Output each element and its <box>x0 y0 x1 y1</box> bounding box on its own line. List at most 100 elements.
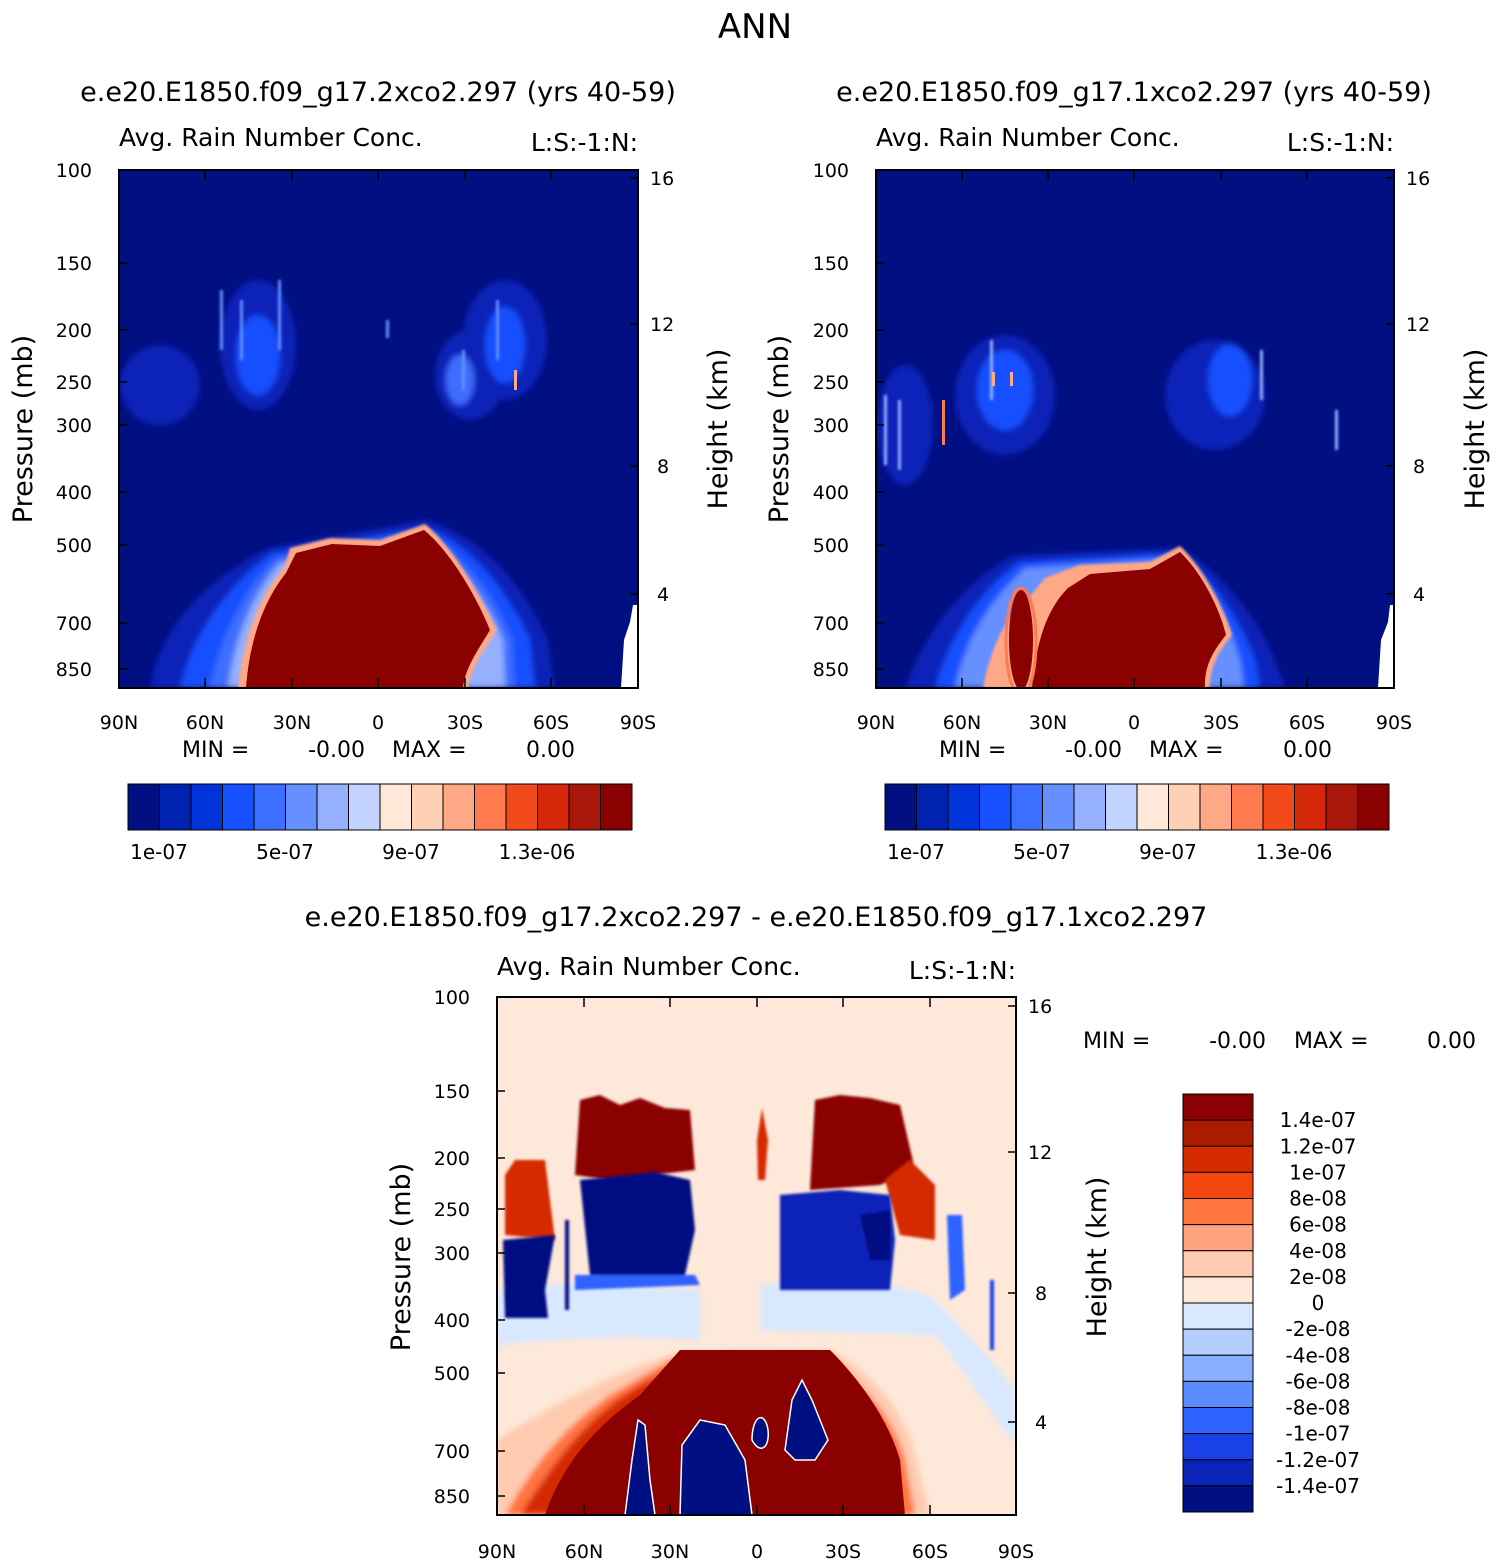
panel-control-max-label: MAX = <box>1149 738 1224 763</box>
panel-case-ylabel-right: Height (km) <box>703 349 734 510</box>
colorbar-box <box>159 783 192 831</box>
y-tick-label: 100 <box>434 987 470 1009</box>
colorbar-label: 9e-07 <box>382 840 440 864</box>
y-tick-label: 700 <box>434 1441 470 1463</box>
y-tick-label: 250 <box>434 1199 470 1221</box>
x-tick-label: 0 <box>372 712 384 734</box>
panel-case-ylabel: Pressure (mb) <box>8 335 39 523</box>
colorbar-label: 6e-08 <box>1289 1213 1347 1237</box>
panel-diff-max-label: MAX = <box>1294 1029 1369 1054</box>
x-tick-label: 90N <box>478 1541 516 1563</box>
colorbar-box <box>411 783 444 831</box>
colorbar-label: 5e-07 <box>1013 840 1071 864</box>
colorbar-label: 9e-07 <box>1139 840 1197 864</box>
colorbar-box <box>474 783 507 831</box>
panel-control-min-value: -0.00 <box>1065 738 1122 763</box>
y-tick-label: 200 <box>434 1148 470 1170</box>
colorbar-box <box>1010 783 1043 831</box>
y-right-tick-label: 4 <box>1035 1412 1047 1434</box>
y-tick-label: 500 <box>56 535 92 557</box>
colorbar-box <box>127 783 160 831</box>
colorbar-label: 1.2e-07 <box>1280 1134 1357 1158</box>
y-tick-label: 400 <box>813 482 849 504</box>
colorbar-label: 2e-08 <box>1289 1265 1347 1289</box>
x-tick-label: 90N <box>100 712 138 734</box>
y-right-tick-label: 8 <box>657 456 669 478</box>
y-right-tick-label: 4 <box>657 584 669 606</box>
x-tick-label: 90N <box>857 712 895 734</box>
colorbar-label: -1.2e-07 <box>1276 1448 1360 1472</box>
colorbar-box <box>1182 1276 1254 1304</box>
panel-case: e.e20.E1850.f09_g17.2xco2.297 (yrs 40-59… <box>8 77 734 864</box>
colorbar-box <box>1262 783 1295 831</box>
panel-diff-min-label: MIN = <box>1083 1029 1150 1054</box>
panel-control-field <box>876 170 1394 688</box>
panel-diff-subtitle: e.e20.E1850.f09_g17.2xco2.297 - e.e20.E1… <box>305 902 1208 933</box>
panel-control-colorbar-labels: 1e-07 5e-07 9e-07 1.3e-06 <box>887 840 1332 864</box>
colorbar-box <box>1325 783 1358 831</box>
panel-control-colorbar <box>884 783 1390 831</box>
colorbar-label: -2e-08 <box>1286 1317 1351 1341</box>
colorbar-box <box>979 783 1012 831</box>
y-right-tick-label: 12 <box>1028 1142 1052 1164</box>
colorbar-box <box>1042 783 1075 831</box>
panel-diff-max-value: 0.00 <box>1427 1029 1476 1054</box>
y-tick-label: 700 <box>813 613 849 635</box>
y-right-tick-label: 8 <box>1035 1283 1047 1305</box>
panel-diff: e.e20.E1850.f09_g17.2xco2.297 - e.e20.E1… <box>305 902 1476 1563</box>
x-tick-label: 60S <box>1289 712 1325 734</box>
colorbar-label: 1.3e-06 <box>499 840 576 864</box>
panel-control-ylabel-right: Height (km) <box>1460 349 1491 510</box>
panel-case-units: L:S:-1:N: <box>531 128 638 157</box>
colorbar-box <box>1136 783 1169 831</box>
colorbar-label: -4e-08 <box>1286 1343 1351 1367</box>
panel-case-min-label: MIN = <box>182 738 249 763</box>
colorbar-label: 1.3e-06 <box>1256 840 1333 864</box>
colorbar-box <box>316 783 349 831</box>
y-tick-label: 100 <box>813 160 849 182</box>
x-tick-label: 0 <box>1128 712 1140 734</box>
colorbar-box <box>1182 1302 1254 1330</box>
y-right-tick-label: 16 <box>1028 996 1052 1018</box>
y-right-tick-label: 16 <box>1406 168 1430 190</box>
y-tick-label: 300 <box>813 415 849 437</box>
colorbar-box <box>947 783 980 831</box>
panel-diff-units: L:S:-1:N: <box>909 956 1016 985</box>
colorbar-label: -6e-08 <box>1286 1369 1351 1393</box>
panel-control-frame <box>875 169 1395 689</box>
x-tick-label: 30N <box>273 712 311 734</box>
colorbar-label: 8e-08 <box>1289 1187 1347 1211</box>
colorbar-box <box>1182 1433 1254 1461</box>
panel-case-ticks <box>118 169 639 688</box>
x-tick-label: 30S <box>1203 712 1239 734</box>
colorbar-box <box>190 783 223 831</box>
y-tick-label: 250 <box>56 372 92 394</box>
panel-control-y-right-labels: 16 12 8 4 <box>1406 168 1430 606</box>
colorbar-box <box>1231 783 1264 831</box>
colorbar-box <box>1182 1485 1254 1513</box>
panel-case-subtitle: e.e20.E1850.f09_g17.2xco2.297 (yrs 40-59… <box>80 77 676 108</box>
y-tick-label: 150 <box>434 1081 470 1103</box>
colorbar-label: -1e-07 <box>1286 1422 1351 1446</box>
panel-control-max-value: 0.00 <box>1283 738 1332 763</box>
colorbar-box <box>1182 1224 1254 1252</box>
panel-case-max-label: MAX = <box>392 738 467 763</box>
y-right-tick-label: 8 <box>1413 456 1425 478</box>
x-tick-label: 30S <box>825 1541 861 1563</box>
panel-case-plot-title: Avg. Rain Number Conc. <box>119 123 423 152</box>
x-tick-label: 60N <box>565 1541 603 1563</box>
colorbar-box <box>1182 1145 1254 1173</box>
panel-case-x-tick-labels: 90N 60N 30N 0 30S 60S 90S <box>100 712 656 734</box>
colorbar-box <box>568 783 601 831</box>
y-tick-label: 850 <box>56 659 92 681</box>
colorbar-box <box>505 783 538 831</box>
y-tick-label: 200 <box>56 320 92 342</box>
panel-diff-min-value: -0.00 <box>1209 1029 1266 1054</box>
y-right-tick-label: 12 <box>1406 314 1430 336</box>
colorbar-label: 0 <box>1312 1291 1325 1315</box>
y-tick-label: 500 <box>434 1363 470 1385</box>
panel-control-y-tick-labels: 100 150 200 250 300 400 500 700 850 <box>813 160 849 681</box>
x-tick-label: 90S <box>998 1541 1034 1563</box>
y-tick-label: 400 <box>56 482 92 504</box>
